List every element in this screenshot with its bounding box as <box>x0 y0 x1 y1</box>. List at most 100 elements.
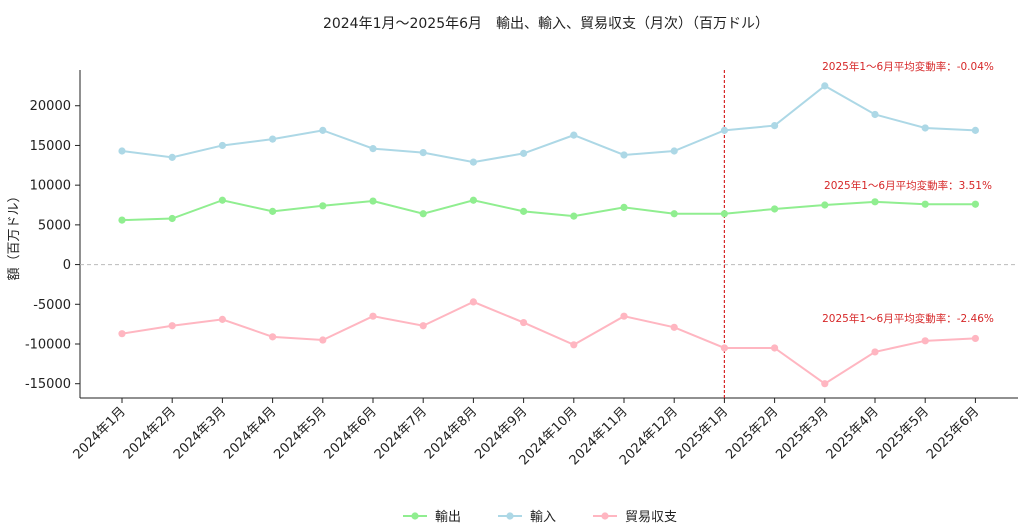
data-point <box>419 148 427 157</box>
series-3 <box>118 298 980 388</box>
data-point <box>570 212 578 220</box>
data-point <box>821 201 829 209</box>
data-point <box>118 147 126 155</box>
data-point <box>469 158 477 166</box>
data-point <box>771 344 779 352</box>
data-point <box>871 198 879 206</box>
data-point <box>670 210 678 218</box>
data-point <box>871 110 879 119</box>
series-1 <box>118 196 980 224</box>
data-point <box>620 151 628 159</box>
data-point <box>118 216 126 224</box>
data-point <box>168 214 176 223</box>
data-point <box>720 210 729 218</box>
data-point <box>620 203 628 211</box>
data-point <box>720 126 729 134</box>
data-point <box>971 334 980 343</box>
x-tick-label: 2024年1月 <box>71 404 129 462</box>
data-point <box>419 322 427 330</box>
data-point <box>369 312 377 320</box>
x-tick-label: 2024年7月 <box>372 404 430 462</box>
legend-label: 貿易収支 <box>625 510 677 525</box>
x-tick-labels: 2024年1月2024年2月2024年3月2024年4月2024年5月2024年… <box>71 404 983 468</box>
axes <box>75 70 1018 403</box>
x-tick-label: 2024年2月 <box>121 404 179 462</box>
data-point <box>570 341 578 349</box>
data-point <box>469 298 477 306</box>
data-point <box>269 207 277 215</box>
data-point <box>821 380 829 388</box>
data-point <box>218 315 226 323</box>
x-tick-label: 2025年2月 <box>723 404 781 462</box>
data-point <box>269 333 277 341</box>
data-point <box>168 153 176 161</box>
y-tick-label: -15000 <box>25 377 71 392</box>
y-tick-label: 5000 <box>38 218 71 233</box>
data-point <box>921 124 929 132</box>
data-point <box>520 207 528 215</box>
data-point <box>921 337 929 345</box>
data-point <box>319 202 327 210</box>
data-point <box>520 318 528 327</box>
data-point <box>419 210 427 218</box>
data-point <box>469 196 477 204</box>
data-point <box>369 145 377 153</box>
annotations: 2025年1〜6月平均変動率：-0.04% 2025年1〜6月平均変動率：3.51… <box>822 60 994 325</box>
x-tick-label: 2024年4月 <box>221 404 279 462</box>
series-group <box>118 82 980 388</box>
data-point <box>118 330 126 338</box>
x-tick-label: 2024年8月 <box>422 404 480 462</box>
data-point <box>771 121 779 130</box>
data-point <box>168 322 176 330</box>
y-tick-label: -5000 <box>33 298 71 313</box>
data-point <box>570 131 578 139</box>
data-point <box>319 336 327 344</box>
y-tick-label: -10000 <box>25 337 71 352</box>
legend-swatch-marker <box>506 512 514 520</box>
x-tick-label: 2025年4月 <box>824 404 882 462</box>
data-point <box>620 312 628 320</box>
y-tick-label: 0 <box>63 258 71 273</box>
data-point <box>670 147 678 155</box>
data-point <box>369 197 377 205</box>
chart-title: 2024年1月〜2025年6月 輸出、輸入、貿易収支（月次）（百万ドル） <box>323 16 769 32</box>
data-point <box>720 344 729 352</box>
data-point <box>520 149 528 157</box>
y-tick-labels: -15000 -10000 -5000 0 5000 10000 15000 20000 <box>25 99 71 392</box>
series-2 <box>118 82 980 166</box>
data-point <box>319 126 327 134</box>
legend: 輸出 輸入 貿易収支 <box>403 510 677 525</box>
x-tick-label: 2024年5月 <box>271 404 329 462</box>
data-point <box>771 205 779 213</box>
data-point <box>218 196 226 204</box>
x-tick-label: 2025年1月 <box>673 404 731 462</box>
data-point <box>871 348 879 356</box>
x-tick-label: 2024年6月 <box>322 404 380 462</box>
legend-label: 輸出 <box>435 510 461 525</box>
legend-swatch-marker <box>411 512 419 520</box>
series-line <box>121 199 976 222</box>
y-tick-label: 10000 <box>30 179 71 194</box>
data-point <box>971 126 980 134</box>
series-line <box>121 300 976 385</box>
legend-label: 輸入 <box>530 510 556 525</box>
y-tick-label: 20000 <box>30 99 71 114</box>
data-point <box>971 200 980 208</box>
data-point <box>921 200 929 208</box>
data-point <box>670 323 678 331</box>
y-tick-label: 15000 <box>30 139 71 154</box>
annotation-label: 2025年1〜6月平均変動率：-0.04% <box>822 60 994 73</box>
annotation-label: 2025年1〜6月平均変動率：3.51% <box>824 179 992 192</box>
x-tick-label: 2024年3月 <box>171 404 229 462</box>
data-point <box>269 135 277 143</box>
x-tick-label: 2025年6月 <box>924 404 982 462</box>
x-tick-label: 2025年3月 <box>773 404 831 462</box>
x-tick-label: 2025年5月 <box>874 404 932 462</box>
y-axis-label: 額（百万ドル） <box>7 189 22 280</box>
series-line <box>121 84 976 164</box>
data-point <box>821 82 829 90</box>
data-point <box>218 141 226 150</box>
annotation-label: 2025年1〜6月平均変動率：-2.46% <box>822 312 994 325</box>
legend-swatch-marker <box>601 512 609 520</box>
